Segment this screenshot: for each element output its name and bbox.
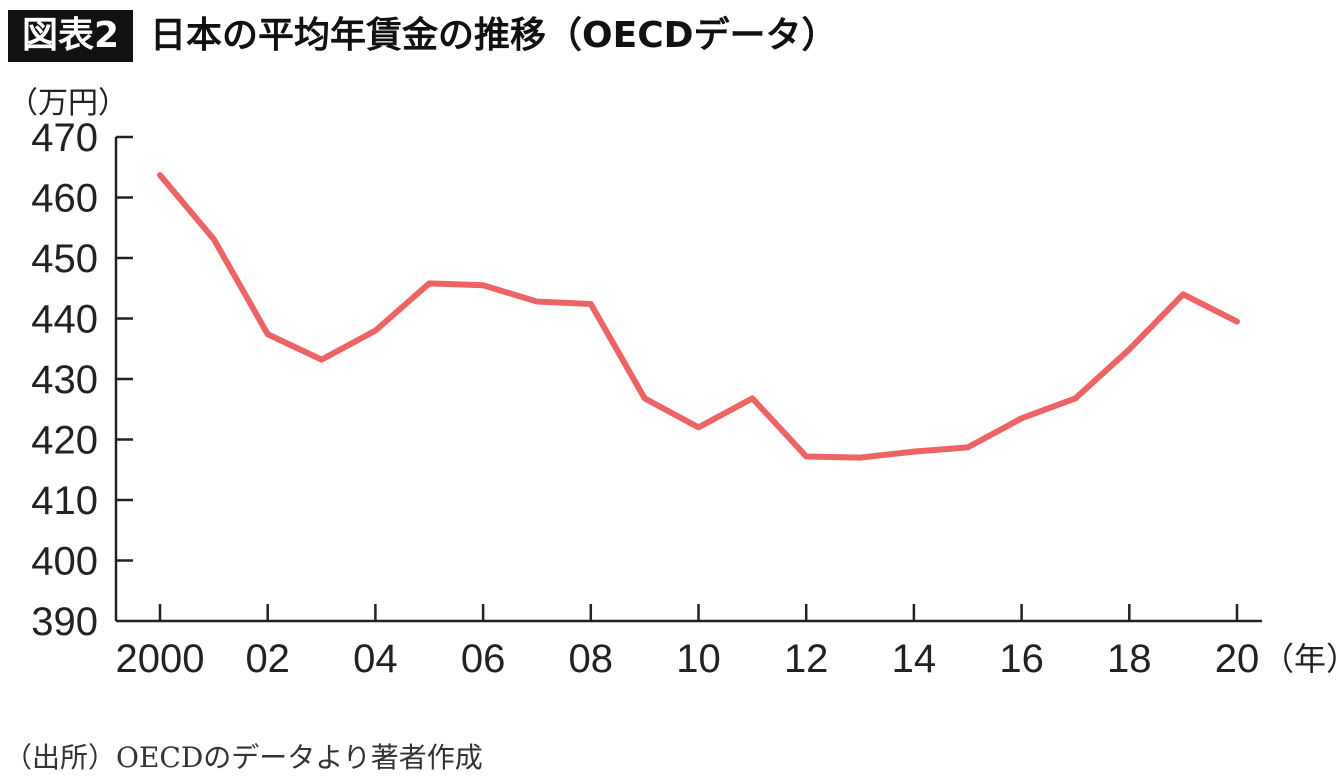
x-tick-label: 16 [999,637,1044,681]
x-tick-label: 08 [569,637,614,681]
y-tick-label: 440 [31,298,98,342]
x-tick-label: 14 [892,637,937,681]
x-tick-label: 20 [1215,637,1260,681]
y-tick-label: 460 [31,177,98,221]
y-tick-label: 400 [31,540,98,584]
y-tick-label: 470 [31,116,98,160]
y-axis-unit-label: （万円） [8,86,128,121]
x-tick-label: 12 [784,637,829,681]
series-line [157,172,1240,461]
x-tick-label: 2000 [116,637,205,681]
figure-label: 図表2 [8,10,133,62]
y-tick-label: 390 [31,600,98,644]
x-tick-label: 02 [245,637,290,681]
x-axis-unit-label: （年） [1262,641,1340,677]
x-tick-label: 10 [676,637,721,681]
y-tick-label: 450 [31,237,98,281]
x-tick-label: 18 [1107,637,1152,681]
source-note: （出所）OECDのデータより著者作成 [4,741,483,774]
y-tick-label: 430 [31,358,98,402]
y-tick-label: 420 [31,419,98,463]
y-tick-label: 410 [31,479,98,523]
x-tick-label: 04 [353,637,398,681]
x-tick-label: 06 [461,637,506,681]
chart-title: 日本の平均年賃金の推移（OECDデータ） [150,15,838,56]
